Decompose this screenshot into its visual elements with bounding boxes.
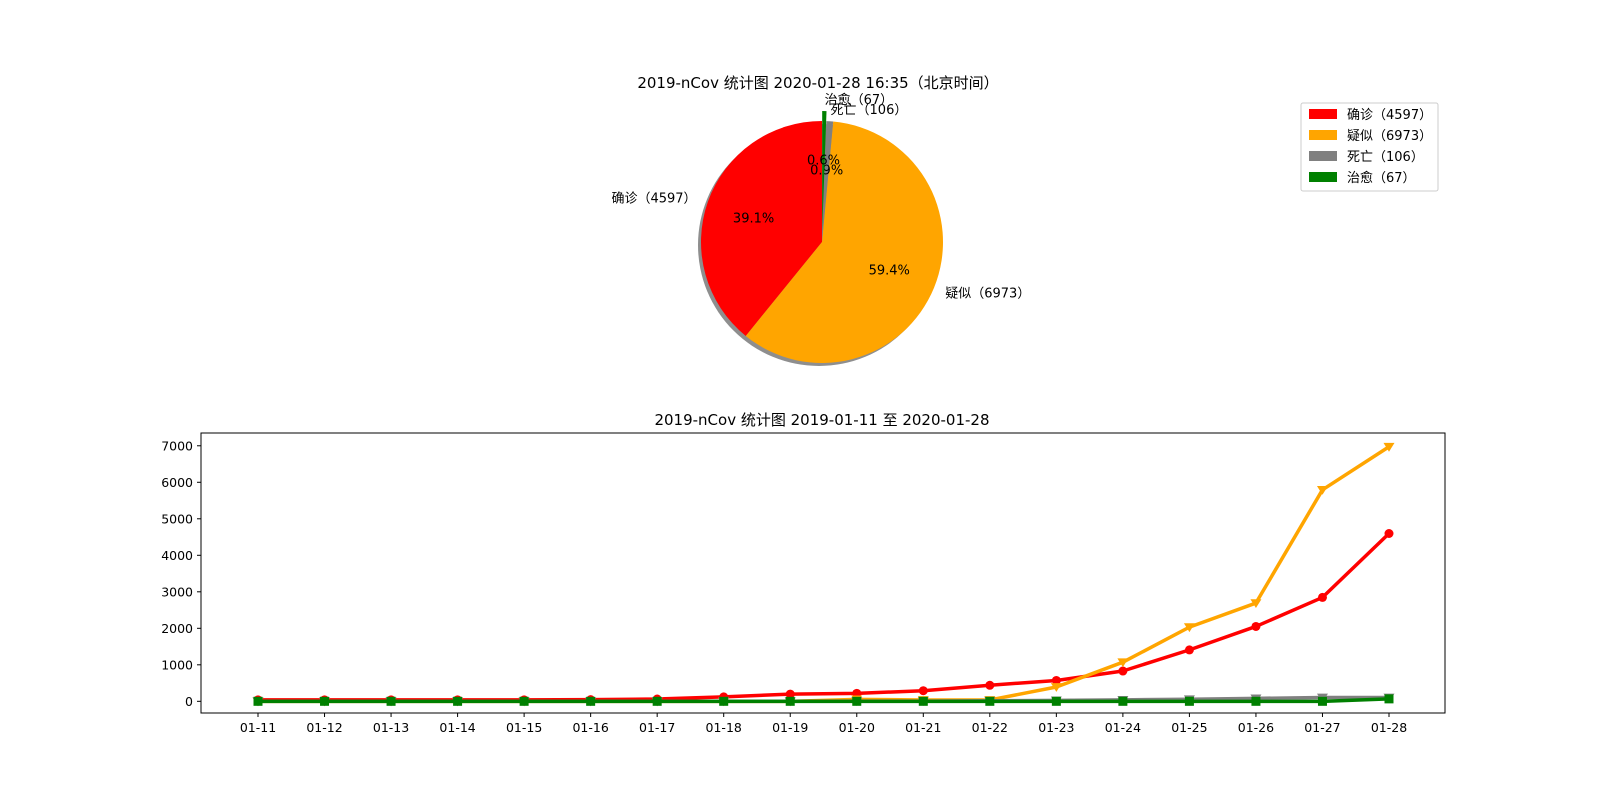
data-point (785, 696, 795, 706)
data-point (1184, 645, 1194, 655)
data-point (1383, 442, 1395, 452)
y-tick-label: 6000 (161, 475, 193, 490)
data-point (1051, 675, 1061, 685)
legend-entry: 疑似（6973） (1347, 128, 1432, 144)
data-point (1184, 696, 1194, 706)
data-point (386, 696, 396, 706)
line-chart-series (252, 442, 1395, 707)
x-tick-label: 01-21 (905, 720, 941, 735)
pie-slice (745, 121, 943, 364)
pie-slice-percent: 59.4% (869, 263, 910, 278)
x-tick-label: 01-14 (439, 720, 475, 735)
line-chart-ticks: 01-11 01-12 01-13 01-14 01-15 01-16 01-17 01-18… (161, 438, 1407, 735)
data-point (785, 689, 795, 699)
series-line (256, 445, 1391, 704)
y-tick-label: 5000 (161, 511, 193, 526)
x-tick-label: 01-27 (1304, 720, 1340, 735)
data-point (1050, 683, 1062, 692)
data-point (852, 696, 862, 706)
data-point (985, 680, 995, 690)
line-series-cured (253, 694, 1394, 706)
pie-slice-label: 死亡（106） (831, 103, 908, 118)
pie-slice-label: 治愈（67） (825, 93, 894, 108)
data-point (1316, 485, 1328, 495)
y-tick-label: 7000 (161, 438, 193, 453)
pie-slice-percent: 39.1% (733, 212, 774, 227)
data-point (320, 696, 330, 706)
data-point (1118, 696, 1128, 706)
data-point (1118, 666, 1128, 676)
legend-entry: 确诊（4597） (1347, 108, 1432, 123)
legend-swatch (1309, 151, 1337, 161)
x-tick-label: 01-11 (240, 720, 276, 735)
legend-entry: 死亡（106） (1347, 150, 1424, 165)
legend-frame (1300, 102, 1439, 192)
x-tick-label: 01-26 (1238, 720, 1274, 735)
pie-slice (701, 121, 822, 336)
pie-slice-percent: 0.6% (807, 153, 840, 168)
data-point (719, 696, 729, 706)
pie-slice (822, 111, 827, 233)
data-point (918, 686, 928, 696)
x-tick-label: 01-23 (1038, 720, 1074, 735)
data-point (1183, 623, 1195, 633)
pie-slice (822, 121, 834, 242)
y-tick-label: 1000 (161, 657, 193, 672)
data-point (1384, 529, 1394, 539)
line-chart-title: 2019-nCov 统计图 2019-01-11 至 2020-01-28 (654, 411, 989, 429)
x-tick-label: 01-20 (839, 720, 875, 735)
data-point (985, 696, 995, 706)
legend-swatch (1309, 172, 1337, 182)
data-point (1251, 621, 1261, 631)
data-point (453, 696, 463, 706)
data-point (253, 696, 263, 706)
data-point (519, 696, 529, 706)
data-point (1384, 694, 1394, 704)
x-tick-label: 01-19 (772, 720, 808, 735)
data-point (1251, 696, 1261, 706)
data-point (652, 696, 662, 706)
pie-chart: 确诊（4597） 39.1% 疑似（6973） 59.4% 死亡（106） 0.9% 治愈（… (611, 93, 1030, 366)
data-point (1051, 696, 1061, 706)
x-tick-label: 01-13 (373, 720, 409, 735)
data-point (1117, 658, 1129, 668)
x-tick-label: 01-15 (506, 720, 542, 735)
x-tick-label: 01-18 (706, 720, 742, 735)
data-point (918, 696, 928, 706)
pie-chart-title: 2019-nCov 统计图 2020-01-28 16:35（北京时间） (637, 74, 998, 92)
x-tick-label: 01-17 (639, 720, 675, 735)
pie-slice-label: 确诊（4597） (611, 191, 696, 206)
x-tick-label: 01-12 (306, 720, 342, 735)
x-tick-label: 01-28 (1371, 720, 1407, 735)
legend-entry: 治愈（67） (1347, 171, 1416, 186)
legend-swatch (1309, 109, 1337, 119)
line-series-suspected (252, 442, 1395, 707)
y-tick-label: 2000 (161, 621, 193, 636)
data-point (1317, 696, 1327, 706)
x-tick-label: 01-25 (1171, 720, 1207, 735)
data-point (586, 696, 596, 706)
y-tick-label: 4000 (161, 548, 193, 563)
pie-slice-percent: 0.9% (810, 164, 843, 179)
y-tick-label: 0 (185, 694, 193, 709)
x-tick-label: 01-22 (972, 720, 1008, 735)
x-tick-label: 01-16 (572, 720, 608, 735)
legend-swatch (1309, 130, 1337, 140)
data-point (1317, 592, 1327, 602)
data-point (1250, 599, 1262, 608)
x-tick-label: 01-24 (1105, 720, 1141, 735)
line-chart-axes-frame (200, 432, 1446, 714)
y-tick-label: 3000 (161, 584, 193, 599)
pie-legend: 确诊（4597） 疑似（6973） 死亡（106） 治愈（67） (1300, 102, 1439, 192)
pie-slice-label: 疑似（6973） (945, 285, 1030, 301)
series-line (256, 697, 1391, 704)
